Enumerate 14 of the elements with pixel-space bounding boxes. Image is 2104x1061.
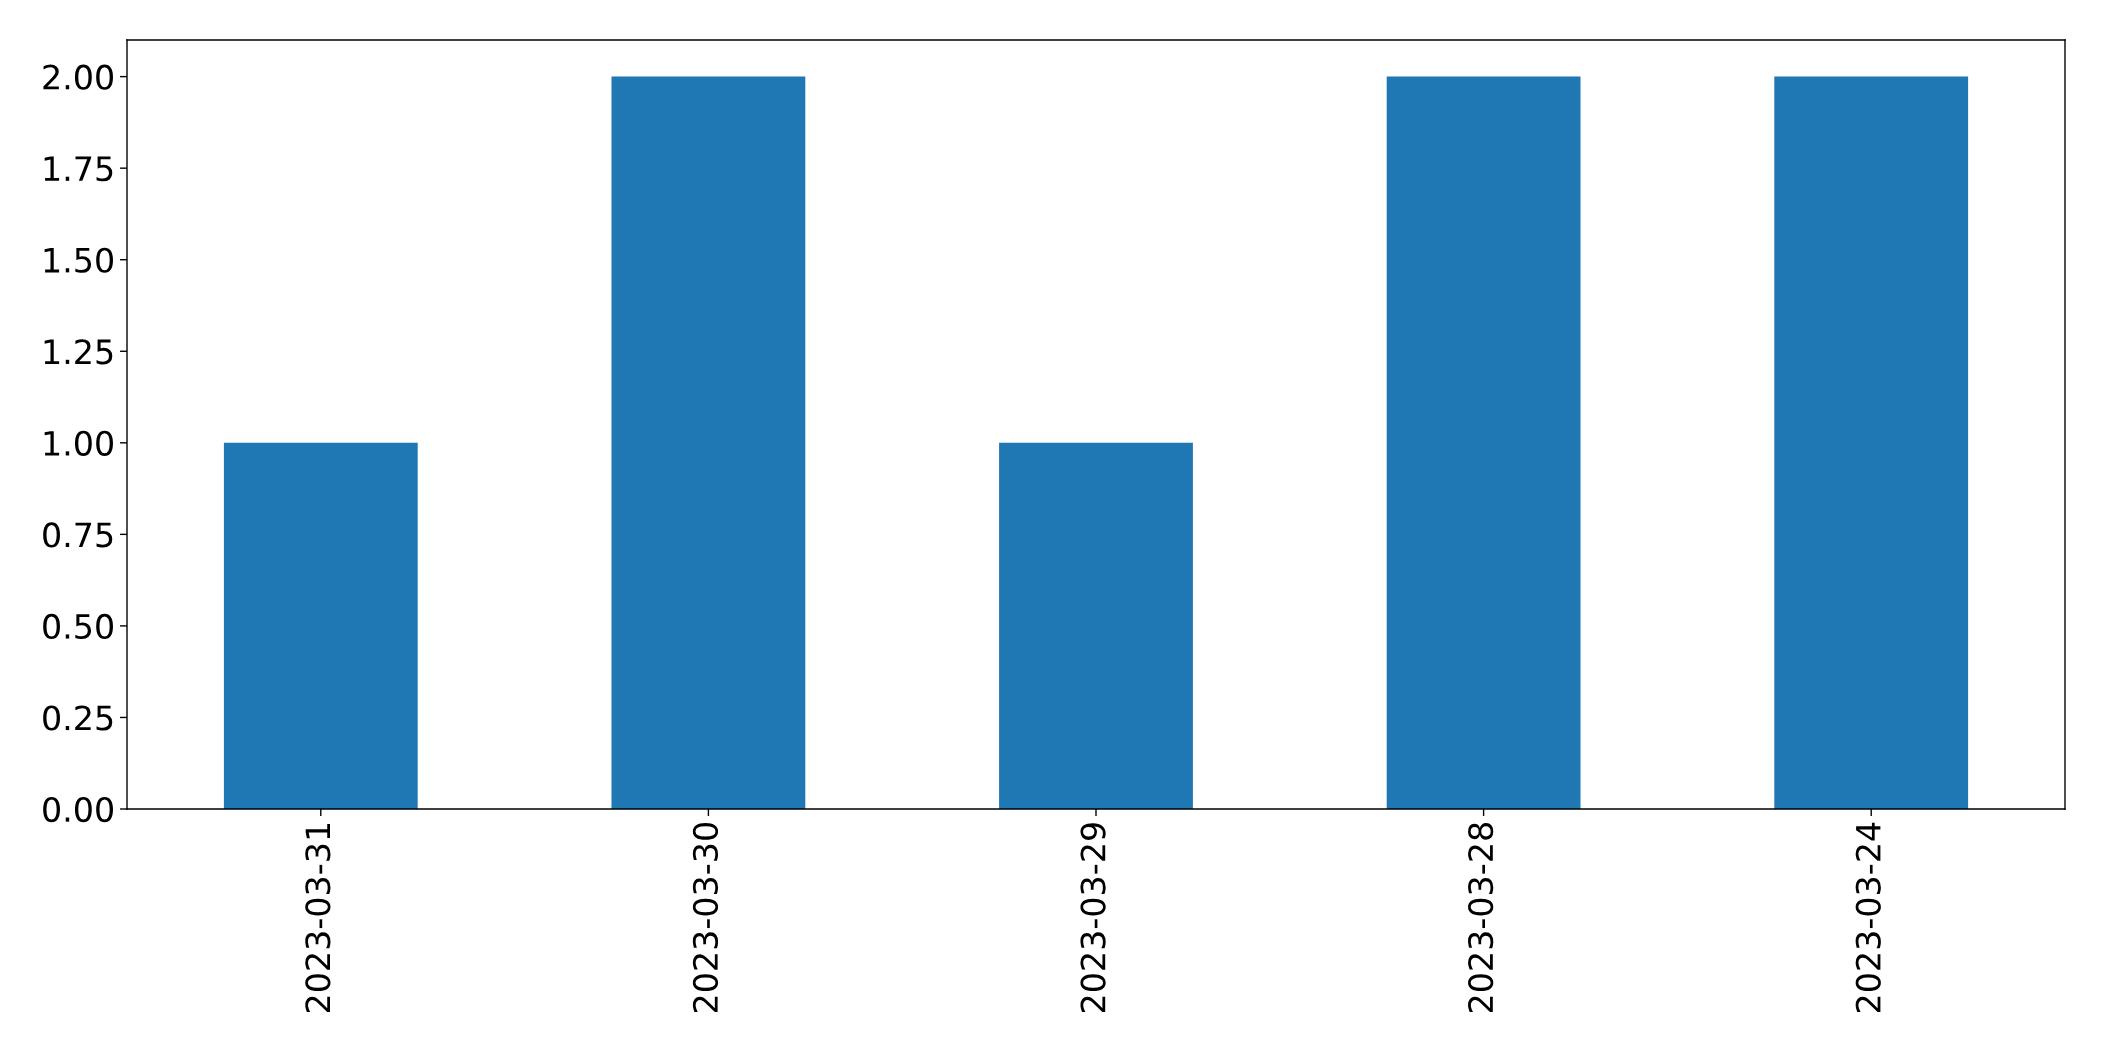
y-tick-label: 1.25 xyxy=(44,339,113,365)
x-tick-label: 2023-03-24 xyxy=(1855,822,1881,1013)
y-tick-label: 1.00 xyxy=(44,430,113,456)
x-tick-label: 2023-03-28 xyxy=(1468,823,1494,1013)
y-tick-label: 0.00 xyxy=(43,796,113,823)
y-tick-label: 2.00 xyxy=(43,64,113,90)
y-tick-label: 0.50 xyxy=(43,613,113,640)
y-tick-label: 0.25 xyxy=(43,705,113,731)
x-tick-label: 2023-03-31 xyxy=(305,823,331,1013)
x-tick-label: 2023-03-29 xyxy=(1080,823,1106,1013)
y-tick-label: 1.50 xyxy=(44,247,113,273)
x-tick-label: 2023-03-30 xyxy=(692,823,719,1013)
y-tick-label: 1.75 xyxy=(44,156,113,182)
y-tick-label: 0.75 xyxy=(43,522,113,548)
